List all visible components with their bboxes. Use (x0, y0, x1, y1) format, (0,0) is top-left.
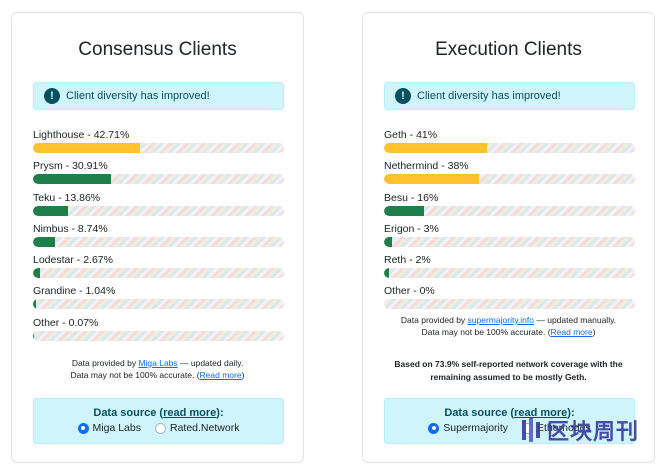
client-bar-fill (384, 143, 487, 153)
client-bar-list: Lighthouse - 42.71% Prysm - 30.91% Teku - … (33, 129, 284, 348)
card-title: Execution Clients (435, 39, 582, 60)
alert-text: Client diversity has improved! (417, 90, 561, 102)
accuracy-text: ) (592, 327, 596, 337)
client-bar-track (33, 143, 284, 153)
client-bar-label: Besu - 16% (384, 191, 439, 204)
client-bar-track (33, 268, 284, 279)
client-bar-label: Geth - 41% (384, 129, 438, 141)
client-bar-fill (384, 268, 390, 279)
client-bar-label: Teku - 13.86% (33, 191, 101, 204)
info-icon: ! (395, 88, 411, 104)
client-bar-track (384, 205, 635, 216)
client-bar-item: Besu - 16% (384, 192, 635, 223)
client-bar-item: Lighthouse - 42.71% (33, 129, 284, 160)
client-bar-item: Nethermind - 38% (384, 160, 635, 191)
data-source-options: Miga Labs Rated.Network (34, 422, 283, 434)
radio-button[interactable] (155, 422, 166, 434)
client-bar-label: Erigon - 3% (384, 222, 439, 235)
client-bar-label: Grandine - 1.04% (33, 285, 116, 298)
data-footnote: Data provided by Miga Labs — updated dai… (12, 357, 303, 381)
client-bar-track (33, 330, 284, 341)
accuracy-text: Data may not be 100% accurate. ( (70, 370, 200, 380)
radio-button[interactable] (77, 422, 89, 434)
footnote-text: — updated daily. (177, 358, 244, 368)
client-bar-track (33, 299, 284, 310)
client-bar-track (384, 236, 635, 247)
footnote-text: Data provided by (400, 315, 468, 325)
accuracy-text: Data may not be 100% accurate. ( (421, 327, 551, 337)
provider-link[interactable]: Miga Labs (138, 358, 178, 368)
source-option-rated-network[interactable]: Rated.Network (155, 422, 239, 434)
client-bar-item: Reth - 2% (384, 254, 635, 285)
client-bar-list: Geth - 41% Nethermind - 38% Besu - 16% Erig… (384, 129, 635, 317)
watermark: 区块周刊 (521, 414, 639, 446)
client-bar-fill (384, 205, 425, 216)
client-bar-label: Lodestar - 2.67% (33, 254, 113, 267)
client-bar-fill (33, 205, 68, 216)
diversity-alert: ! Client diversity has improved! (33, 82, 284, 110)
radio-button[interactable] (428, 422, 440, 434)
client-bar-fill (384, 174, 480, 185)
data-footnote: Data provided by supermajority.info — up… (363, 314, 654, 338)
client-bar-fill (384, 236, 392, 247)
client-bar-track (384, 143, 635, 153)
data-source-box: Data source (read more): Miga Labs Rated… (33, 398, 284, 444)
client-bar-fill (33, 299, 36, 310)
client-bar-label: Reth - 2% (384, 254, 431, 267)
client-bar-track (33, 205, 284, 216)
client-bar-fill (33, 143, 141, 153)
client-bar-label: Other - 0.07% (33, 316, 99, 329)
client-bar-item: Other - 0% (384, 285, 635, 316)
client-bar-track (384, 299, 635, 310)
card-title: Consensus Clients (78, 39, 237, 60)
client-bar-item: Geth - 41% (384, 129, 635, 160)
client-bar-label: Other - 0% (384, 285, 435, 298)
client-bar-label: Nethermind - 38% (384, 160, 469, 173)
client-bar-item: Teku - 13.86% (33, 192, 284, 223)
client-bar-fill (33, 268, 40, 279)
client-bar-track (384, 174, 635, 185)
accuracy-text: ) (241, 370, 245, 380)
client-bar-fill (33, 174, 111, 185)
coverage-note: Based on 73.9% self-reported network cov… (394, 359, 623, 382)
footnote-text: Data provided by (71, 358, 139, 368)
source-option-miga-labs[interactable]: Miga Labs (77, 422, 141, 434)
source-read-more-link[interactable]: read more (163, 407, 217, 419)
client-bar-item: Grandine - 1.04% (33, 285, 284, 316)
execution-clients-card: Execution Clients ! Client diversity has… (362, 12, 655, 463)
client-bar-track (33, 236, 284, 247)
provider-link[interactable]: supermajority.info (467, 315, 534, 325)
client-bar-item: Lodestar - 2.67% (33, 254, 284, 285)
source-option-supermajority[interactable]: Supermajority (428, 422, 508, 434)
footnote-text: — updated manually. (534, 315, 617, 325)
alert-text: Client diversity has improved! (66, 90, 210, 102)
client-bar-item: Nimbus - 8.74% (33, 223, 284, 254)
client-bar-track (384, 268, 635, 279)
read-more-link[interactable]: Read more (199, 370, 242, 380)
diversity-alert: ! Client diversity has improved! (384, 82, 635, 110)
client-bar-item: Prysm - 30.91% (33, 160, 284, 191)
client-bar-item: Erigon - 3% (384, 223, 635, 254)
watermark-text: 区块周刊 (546, 419, 639, 444)
client-bar-fill (33, 236, 55, 247)
info-icon: ! (44, 88, 60, 104)
data-source-title: Data source (read more): (93, 407, 224, 419)
client-bar-label: Nimbus - 8.74% (33, 222, 108, 235)
client-bar-label: Lighthouse - 42.71% (33, 129, 130, 141)
publication-logo-icon (521, 418, 540, 442)
source-read-more-link[interactable]: read more (514, 407, 568, 419)
client-bar-item: Other - 0.07% (33, 317, 284, 348)
client-bar-track (33, 174, 284, 185)
read-more-link[interactable]: Read more (550, 327, 593, 337)
consensus-clients-card: Consensus Clients ! Client diversity has… (11, 12, 304, 463)
data-source-title: Data source (read more): (444, 407, 575, 419)
client-bar-label: Prysm - 30.91% (33, 160, 108, 173)
